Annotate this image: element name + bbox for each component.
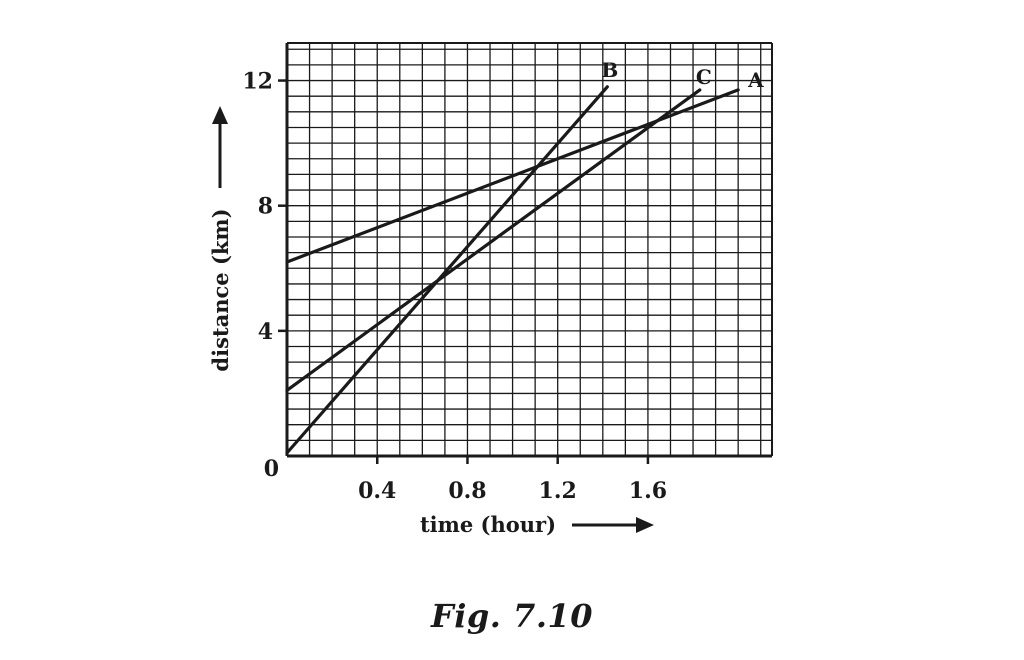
series-label-A: A <box>747 68 764 92</box>
series-label-B: B <box>601 58 618 82</box>
figure-caption: Fig. 7.10 <box>431 597 593 635</box>
y-tick-label: 4 <box>258 319 273 345</box>
y-axis-arrowhead <box>212 106 228 124</box>
origin-label: 0 <box>264 456 279 482</box>
axis-titles: time (hour) distance (km) <box>208 106 654 537</box>
series-line-C <box>285 88 702 392</box>
x-tick-label: 0.4 <box>358 478 396 504</box>
x-tick-label: 1.6 <box>629 478 667 504</box>
axes <box>285 43 772 458</box>
series-line-B <box>285 85 609 455</box>
series-lines: A B C <box>285 58 764 455</box>
distance-time-chart: 0.4 0.8 1.2 1.6 4 8 12 0 A B C time (hour) distanc… <box>208 42 773 537</box>
y-tick-label: 12 <box>242 69 273 95</box>
x-tick-label: 1.2 <box>539 478 577 504</box>
series-label-C: C <box>696 65 712 89</box>
x-tick-label: 0.8 <box>448 478 486 504</box>
x-axis-title: time (hour) <box>420 512 556 537</box>
y-tick-label: 8 <box>258 194 273 220</box>
ticks: 0.4 0.8 1.2 1.6 4 8 12 0 <box>242 69 667 504</box>
x-axis-arrowhead <box>636 517 654 533</box>
y-axis-title: distance (km) <box>208 208 233 371</box>
